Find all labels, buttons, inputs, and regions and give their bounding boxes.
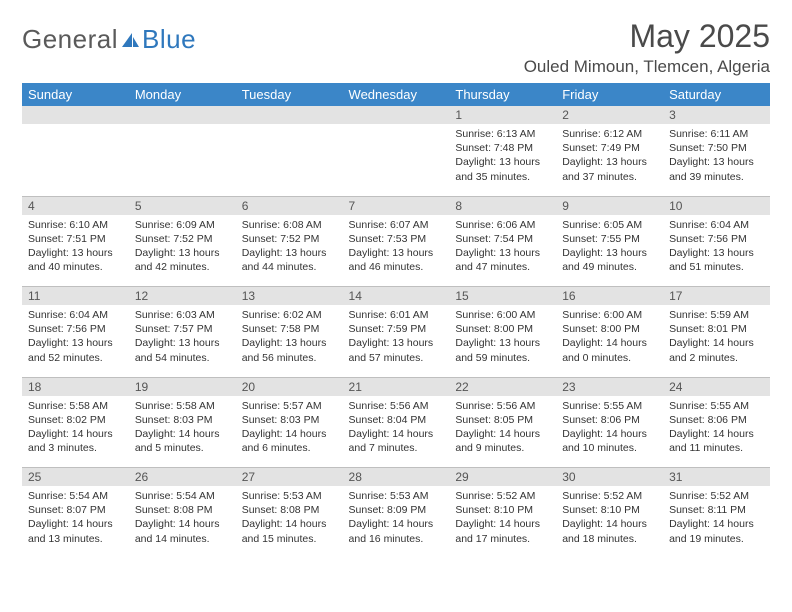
daynum: 28 [343,468,450,487]
daynum: 27 [236,468,343,487]
daynum: 16 [556,287,663,306]
daynum: 21 [343,377,450,396]
daynum [236,106,343,124]
day-cell: Sunrise: 6:00 AM Sunset: 8:00 PM Dayligh… [556,305,663,377]
daynum: 5 [129,196,236,215]
day-cell: Sunrise: 5:56 AM Sunset: 8:04 PM Dayligh… [343,396,450,468]
daynum: 29 [449,468,556,487]
daynum: 1 [449,106,556,124]
day-cell: Sunrise: 6:07 AM Sunset: 7:53 PM Dayligh… [343,215,450,287]
logo-sail-icon [120,31,140,49]
day-cell: Sunrise: 5:55 AM Sunset: 8:06 PM Dayligh… [556,396,663,468]
daynum: 18 [22,377,129,396]
week-4-nums: 25 26 27 28 29 30 31 [22,468,770,487]
day-cell [22,124,129,196]
dow-friday: Friday [556,83,663,106]
daynum: 12 [129,287,236,306]
day-cell [129,124,236,196]
daynum [22,106,129,124]
day-cell: Sunrise: 5:57 AM Sunset: 8:03 PM Dayligh… [236,396,343,468]
daynum: 22 [449,377,556,396]
day-cell: Sunrise: 5:53 AM Sunset: 8:08 PM Dayligh… [236,486,343,558]
week-0-details: Sunrise: 6:13 AM Sunset: 7:48 PM Dayligh… [22,124,770,196]
day-cell: Sunrise: 6:10 AM Sunset: 7:51 PM Dayligh… [22,215,129,287]
dow-tuesday: Tuesday [236,83,343,106]
daynum: 4 [22,196,129,215]
location: Ouled Mimoun, Tlemcen, Algeria [524,57,770,77]
day-cell: Sunrise: 5:52 AM Sunset: 8:10 PM Dayligh… [556,486,663,558]
day-cell: Sunrise: 6:02 AM Sunset: 7:58 PM Dayligh… [236,305,343,377]
day-cell: Sunrise: 6:08 AM Sunset: 7:52 PM Dayligh… [236,215,343,287]
daynum: 9 [556,196,663,215]
day-cell: Sunrise: 5:58 AM Sunset: 8:02 PM Dayligh… [22,396,129,468]
day-cell: Sunrise: 6:03 AM Sunset: 7:57 PM Dayligh… [129,305,236,377]
day-cell: Sunrise: 5:54 AM Sunset: 8:07 PM Dayligh… [22,486,129,558]
day-cell [236,124,343,196]
day-cell: Sunrise: 6:05 AM Sunset: 7:55 PM Dayligh… [556,215,663,287]
daynum: 11 [22,287,129,306]
daynum: 30 [556,468,663,487]
week-0-nums: 1 2 3 [22,106,770,124]
daynum: 23 [556,377,663,396]
day-cell [343,124,450,196]
day-cell: Sunrise: 5:53 AM Sunset: 8:09 PM Dayligh… [343,486,450,558]
day-cell: Sunrise: 5:58 AM Sunset: 8:03 PM Dayligh… [129,396,236,468]
week-1-nums: 4 5 6 7 8 9 10 [22,196,770,215]
week-2-details: Sunrise: 6:04 AM Sunset: 7:56 PM Dayligh… [22,305,770,377]
daynum: 6 [236,196,343,215]
week-4-details: Sunrise: 5:54 AM Sunset: 8:07 PM Dayligh… [22,486,770,558]
day-cell: Sunrise: 6:00 AM Sunset: 8:00 PM Dayligh… [449,305,556,377]
day-cell: Sunrise: 6:06 AM Sunset: 7:54 PM Dayligh… [449,215,556,287]
week-2-nums: 11 12 13 14 15 16 17 [22,287,770,306]
week-1-details: Sunrise: 6:10 AM Sunset: 7:51 PM Dayligh… [22,215,770,287]
daynum: 2 [556,106,663,124]
daynum [343,106,450,124]
day-cell: Sunrise: 5:52 AM Sunset: 8:10 PM Dayligh… [449,486,556,558]
day-cell: Sunrise: 6:04 AM Sunset: 7:56 PM Dayligh… [663,215,770,287]
daynum: 19 [129,377,236,396]
daynum: 15 [449,287,556,306]
daynum: 25 [22,468,129,487]
day-cell: Sunrise: 6:13 AM Sunset: 7:48 PM Dayligh… [449,124,556,196]
daynum: 8 [449,196,556,215]
week-3-nums: 18 19 20 21 22 23 24 [22,377,770,396]
daynum [129,106,236,124]
dow-monday: Monday [129,83,236,106]
daynum: 13 [236,287,343,306]
title-block: May 2025 Ouled Mimoun, Tlemcen, Algeria [524,18,770,77]
calendar-table: Sunday Monday Tuesday Wednesday Thursday… [22,83,770,558]
month-title: May 2025 [524,18,770,55]
dow-saturday: Saturday [663,83,770,106]
logo-word1: General [22,24,118,55]
day-cell: Sunrise: 6:12 AM Sunset: 7:49 PM Dayligh… [556,124,663,196]
day-cell: Sunrise: 5:52 AM Sunset: 8:11 PM Dayligh… [663,486,770,558]
daynum: 24 [663,377,770,396]
logo: General Blue [22,18,196,55]
header: General Blue May 2025 Ouled Mimoun, Tlem… [22,18,770,77]
day-cell: Sunrise: 6:04 AM Sunset: 7:56 PM Dayligh… [22,305,129,377]
dow-wednesday: Wednesday [343,83,450,106]
day-cell: Sunrise: 5:59 AM Sunset: 8:01 PM Dayligh… [663,305,770,377]
logo-word2: Blue [142,24,196,55]
daynum: 3 [663,106,770,124]
daynum: 17 [663,287,770,306]
day-cell: Sunrise: 5:54 AM Sunset: 8:08 PM Dayligh… [129,486,236,558]
day-cell: Sunrise: 5:55 AM Sunset: 8:06 PM Dayligh… [663,396,770,468]
dow-row: Sunday Monday Tuesday Wednesday Thursday… [22,83,770,106]
day-cell: Sunrise: 6:11 AM Sunset: 7:50 PM Dayligh… [663,124,770,196]
week-3-details: Sunrise: 5:58 AM Sunset: 8:02 PM Dayligh… [22,396,770,468]
day-cell: Sunrise: 6:09 AM Sunset: 7:52 PM Dayligh… [129,215,236,287]
daynum: 31 [663,468,770,487]
daynum: 7 [343,196,450,215]
dow-sunday: Sunday [22,83,129,106]
dow-thursday: Thursday [449,83,556,106]
daynum: 14 [343,287,450,306]
daynum: 26 [129,468,236,487]
day-cell: Sunrise: 5:56 AM Sunset: 8:05 PM Dayligh… [449,396,556,468]
day-cell: Sunrise: 6:01 AM Sunset: 7:59 PM Dayligh… [343,305,450,377]
daynum: 10 [663,196,770,215]
daynum: 20 [236,377,343,396]
